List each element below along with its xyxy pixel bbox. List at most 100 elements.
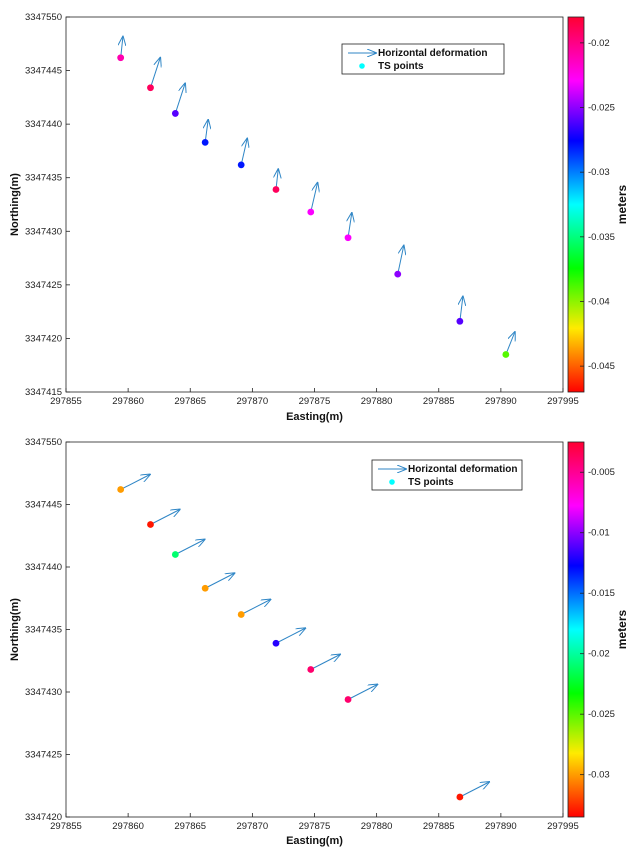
x-tick-label: 297995 — [547, 396, 579, 407]
x-tick-label: 297855 — [50, 821, 82, 832]
x-tick-label: 297880 — [361, 396, 393, 407]
chart-panel-2: 297855 297860 297865 297870 297875 297880 2978… — [9, 437, 629, 847]
ts-point — [171, 110, 179, 117]
x-axis-title: Easting(m) — [286, 411, 343, 423]
ts-point — [201, 138, 209, 146]
x-tick-label: 297885 — [423, 821, 455, 832]
x-tick-label: 297855 — [50, 396, 82, 407]
y-tick-label: 3347445 — [25, 66, 62, 77]
y-tick-label: 3347435 — [25, 173, 62, 184]
deformation-arrow — [240, 139, 247, 165]
x-axis-title: Easting(m) — [286, 835, 343, 847]
x-tick-label: 297995 — [547, 821, 579, 832]
ts-point — [344, 696, 352, 703]
deformation-arrow — [205, 120, 208, 143]
ts-point — [117, 486, 125, 493]
legend-label: TS points — [408, 477, 454, 488]
y-tick-label: 3347425 — [25, 750, 62, 761]
y-axis-title: Northing(m) — [9, 173, 21, 236]
plot-area — [65, 441, 564, 818]
colorbar-strip — [567, 441, 585, 818]
deformation-arrow — [397, 246, 404, 275]
colorbar-tick-label: -0.01 — [588, 528, 610, 539]
ts-point — [394, 270, 402, 278]
colorbar-tick-label: -0.02 — [588, 649, 610, 660]
colorbar: -0.005 -0.01 -0.015 -0.02 -0.025 -0.03 meters — [567, 441, 629, 818]
x-tick-label: 297875 — [299, 396, 331, 407]
colorbar: -0.02 -0.025 -0.03 -0.035 -0.04 -0.045 meters — [567, 16, 629, 393]
legend-label: Horizontal deformation — [378, 48, 487, 59]
x-tick-label: 297885 — [423, 396, 455, 407]
colorbar-tick-label: -0.04 — [588, 296, 610, 307]
deformation-arrow — [348, 213, 352, 238]
y-axis-title: Northing(m) — [9, 598, 21, 661]
ts-point — [456, 317, 464, 325]
deformation-arrow — [310, 655, 340, 670]
x-tick-label: 297865 — [174, 821, 206, 832]
y-tick-label: 3347430 — [25, 687, 62, 698]
ts-point — [171, 551, 179, 558]
y-tick-label: 3347425 — [25, 280, 62, 291]
colorbar-tick-label: -0.045 — [588, 361, 615, 372]
colorbar-tick-label: -0.025 — [588, 709, 615, 720]
deformation-arrow — [310, 183, 318, 213]
ts-point — [456, 793, 464, 801]
legend-point-icon — [359, 63, 365, 69]
deformation-arrow — [460, 297, 463, 322]
legend-label: Horizontal deformation — [408, 464, 517, 475]
ts-point — [307, 666, 315, 673]
legend: Horizontal deformation TS points — [341, 43, 505, 75]
colorbar-tick-label: -0.03 — [588, 167, 610, 178]
y-tick-label: 3347440 — [25, 562, 62, 573]
deformation-arrow — [240, 600, 270, 615]
y-tick-label: 3347435 — [25, 625, 62, 636]
x-tick-label: 297860 — [112, 821, 144, 832]
x-tick-label: 297890 — [485, 821, 517, 832]
x-tick-label: 297860 — [112, 396, 144, 407]
colorbar-tick-label: -0.02 — [588, 38, 610, 49]
legend-point-icon — [389, 479, 395, 485]
deformation-arrow — [120, 475, 150, 490]
legend: Horizontal deformation TS points — [371, 459, 523, 491]
colorbar-title: meters — [615, 609, 629, 649]
ts-point — [237, 161, 245, 169]
deformation-arrow — [174, 83, 185, 114]
ts-point — [237, 611, 245, 618]
deformation-arrow — [459, 782, 489, 798]
colorbar-tick-label: -0.005 — [588, 467, 615, 478]
ts-point — [272, 186, 280, 193]
x-tick-label: 297880 — [361, 821, 393, 832]
deformation-arrow — [175, 540, 204, 555]
plot-area — [65, 16, 564, 393]
chart-panel-1: 297855 297860 297865 297870 297875 297880 2978… — [9, 12, 629, 423]
deformation-arrow — [150, 510, 179, 525]
y-tick-label: 3347550 — [25, 437, 62, 448]
ts-point — [147, 84, 154, 92]
colorbar-strip — [567, 16, 585, 393]
x-tick-label: 297875 — [299, 821, 331, 832]
ts-point — [201, 584, 209, 592]
y-tick-label: 3347415 — [25, 387, 62, 398]
deformation-arrow — [121, 37, 123, 58]
y-tick-label: 3347420 — [25, 333, 62, 344]
x-tick-label: 297865 — [174, 396, 206, 407]
deformation-arrow — [150, 58, 160, 88]
colorbar-tick-label: -0.035 — [588, 232, 615, 243]
ts-point — [502, 351, 510, 358]
legend-label: TS points — [378, 61, 424, 72]
ts-point — [344, 234, 352, 242]
y-tick-label: 3347440 — [25, 119, 62, 130]
colorbar-tick-label: -0.03 — [588, 770, 610, 781]
ts-point — [117, 54, 125, 62]
colorbar-tick-label: -0.025 — [588, 103, 615, 114]
deformation-arrow — [347, 685, 377, 700]
x-tick-label: 297870 — [237, 396, 269, 407]
y-tick-label: 3347420 — [25, 812, 62, 823]
x-tick-label: 297890 — [485, 396, 517, 407]
ts-point — [272, 639, 280, 647]
deformation-arrow — [204, 573, 234, 589]
deformation-arrow — [505, 332, 515, 355]
y-tick-label: 3347430 — [25, 226, 62, 237]
ts-point — [147, 521, 154, 528]
